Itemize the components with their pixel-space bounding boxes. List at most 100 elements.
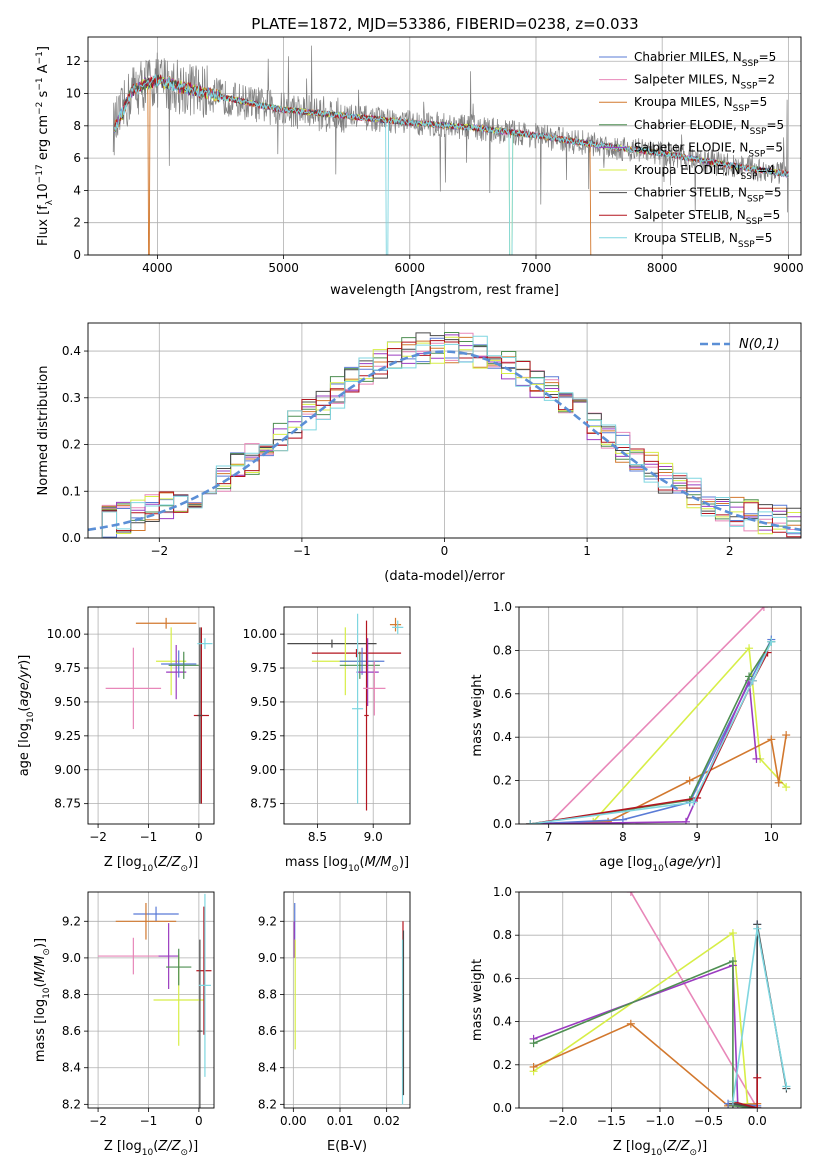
plot-area-mass-vs-Z [98, 893, 212, 1108]
tick-label-y: 0 [73, 248, 81, 262]
tick-label-y: 0.4 [493, 1015, 512, 1029]
series-line-kroupa-stelib [732, 928, 788, 1102]
axes-frame [518, 891, 802, 1109]
series-line-salpeter-elodie [530, 677, 758, 824]
tick-label-x: 2 [726, 544, 734, 558]
tick-label-x: −1 [140, 1114, 158, 1128]
axes-mass-weight-vs-age: 7 8 9 10 0.0 0.2 0.4 0.6 0.8 1.0 age [log10(age/yr… [470, 600, 802, 874]
x-axis-label: Z [log10(Z/Z⊙)] [104, 1139, 198, 1158]
tick-label-y: 1.0 [493, 600, 512, 614]
tick-label-x: 1 [583, 544, 591, 558]
tick-label-x: 0 [195, 1114, 203, 1128]
axes-frame [518, 606, 802, 825]
tick-label-y: 9.0 [258, 951, 277, 965]
tick-label-y: 2 [73, 216, 81, 230]
tick-label-y: 0.6 [493, 687, 512, 701]
tick-label-y: 1.0 [493, 885, 512, 899]
tick-label-x: 5000 [268, 261, 299, 275]
axes-frame [283, 891, 411, 1109]
tick-label-y: 9.25 [250, 729, 277, 743]
tick-label-x: 8 [619, 830, 627, 844]
tick-label-y: 9.50 [54, 695, 81, 709]
plot-area-spectrum [112, 45, 789, 255]
tick-label-x: −1 [140, 830, 158, 844]
tick-label-y: 8.4 [62, 1061, 81, 1075]
tick-label-y: 0.0 [493, 817, 512, 831]
axes-frame [87, 322, 802, 539]
series-line-salpeter-stelib [732, 1077, 758, 1108]
tick-label-y: 0.6 [493, 971, 512, 985]
legend-spectrum: Chabrier MILES, NSSP=5 Salpeter MILES, NS… [599, 50, 784, 250]
y-axis-label: Flux [fλ10−17 erg cm−2 s−1 A−1] [35, 46, 55, 246]
tick-label-x: 9.0 [364, 830, 383, 844]
tick-label-y: 8.4 [258, 1061, 277, 1075]
tick-label-x: −1.0 [645, 1114, 674, 1128]
legend-label: Kroupa MILES, NSSP=5 [634, 95, 767, 114]
tick-label-x: 0.00 [280, 1114, 307, 1128]
series-line-kroupa-elodie [530, 646, 787, 824]
tick-label-y: 8.2 [62, 1097, 81, 1111]
tick-label-x: 0.02 [373, 1114, 400, 1128]
axes-mass-vs-EBV: 0.00 0.01 0.02 8.2 8.4 8.6 8.8 9.0 9.2 E(B-V) [258, 891, 411, 1154]
tick-label-x: 0.0 [748, 1114, 767, 1128]
tick-label-x: −2 [89, 830, 107, 844]
tick-label-y: 9.25 [54, 729, 81, 743]
axes-frame [87, 606, 215, 825]
axes-residuals: −2 −1 0 1 2 0.0 0.1 0.2 0.3 0.4 (data-model)/error… [36, 322, 802, 584]
tick-label-y: 0.2 [493, 1058, 512, 1072]
tick-label-y: 9.2 [258, 914, 277, 928]
tick-label-y: 6 [73, 151, 81, 165]
plot-area-mass-weight-vs-Z [529, 892, 791, 1108]
axes-mass-weight-vs-Z: −2.0 −1.5 −1.0 −0.5 0.0 0.0 0.2 0.4 0.6 0.8 1.0 Z [… [470, 885, 802, 1158]
figure-title: PLATE=1872, MJD=53386, FIBERID=0238, z=0… [251, 15, 638, 33]
plot-area-age-vs-Z [105, 617, 213, 804]
axes-age-vs-mass: 8.5 9.0 8.75 9.00 9.25 9.50 9.75 10.00 mass [log… [243, 606, 411, 874]
spectrum-data-line [112, 45, 789, 213]
axes-frame [87, 891, 215, 1109]
tick-label-y: 10 [66, 87, 81, 101]
tick-label-y: 8.6 [62, 1024, 81, 1038]
series-line-salpeter-miles [548, 607, 765, 824]
tick-label-x: 9000 [773, 261, 804, 275]
series-line-chabrier-miles [530, 639, 773, 824]
y-axis-label: age [log10(age/yr)] [17, 655, 36, 777]
tick-label-y: 9.2 [62, 914, 81, 928]
tick-label-y: 4 [73, 183, 81, 197]
tick-label-y: 8.75 [54, 797, 81, 811]
tick-label-x: 0.01 [327, 1114, 354, 1128]
tick-label-x: 4000 [142, 261, 173, 275]
legend-label: Kroupa STELIB, NSSP=5 [634, 231, 772, 250]
axes-age-vs-Z: −2 −1 0 8.75 9.00 9.25 9.50 9.75 10.00 Z [log10(Z… [17, 606, 215, 874]
y-axis-label: mass weight [470, 674, 485, 756]
series-line-kroupa-elodie [533, 931, 758, 1108]
tick-label-y: 9.00 [54, 763, 81, 777]
tick-label-y: 8 [73, 119, 81, 133]
gaussian-curve [88, 350, 801, 532]
tick-label-y: 0.4 [493, 730, 512, 744]
tick-label-y: 0.4 [62, 344, 81, 358]
tick-label-y: 10.00 [243, 627, 277, 641]
tick-label-y: 10.00 [47, 627, 81, 641]
tick-label-x: 8000 [647, 261, 678, 275]
y-axis-label: mass [log10(M/M⊙)] [33, 938, 52, 1062]
tick-label-y: 0.3 [62, 391, 81, 405]
tick-label-y: 0.0 [62, 531, 81, 545]
tick-label-x: −0.5 [694, 1114, 723, 1128]
plot-area-mass-vs-EBV [293, 902, 405, 1105]
x-axis-label: wavelength [Angstrom, rest frame] [330, 283, 559, 298]
series-line-kroupa-stelib [529, 641, 773, 824]
axes-frame [87, 36, 802, 256]
plot-area-age-vs-mass [287, 613, 404, 811]
model-line-kroupa-stelib [114, 73, 789, 255]
tick-label-y: 8.8 [258, 988, 277, 1002]
tick-label-x: 0 [441, 544, 449, 558]
tick-label-y: 8.75 [250, 797, 277, 811]
tick-label-y: 9.50 [250, 695, 277, 709]
tick-label-x: 9 [693, 830, 701, 844]
legend-label: Chabrier ELODIE, NSSP=5 [634, 118, 784, 137]
tick-label-x: −1 [293, 544, 311, 558]
tick-label-y: 9.00 [250, 763, 277, 777]
tick-label-x: −2.0 [548, 1114, 577, 1128]
x-axis-label: E(B-V) [327, 1139, 367, 1154]
tick-label-x: 8.5 [308, 830, 327, 844]
